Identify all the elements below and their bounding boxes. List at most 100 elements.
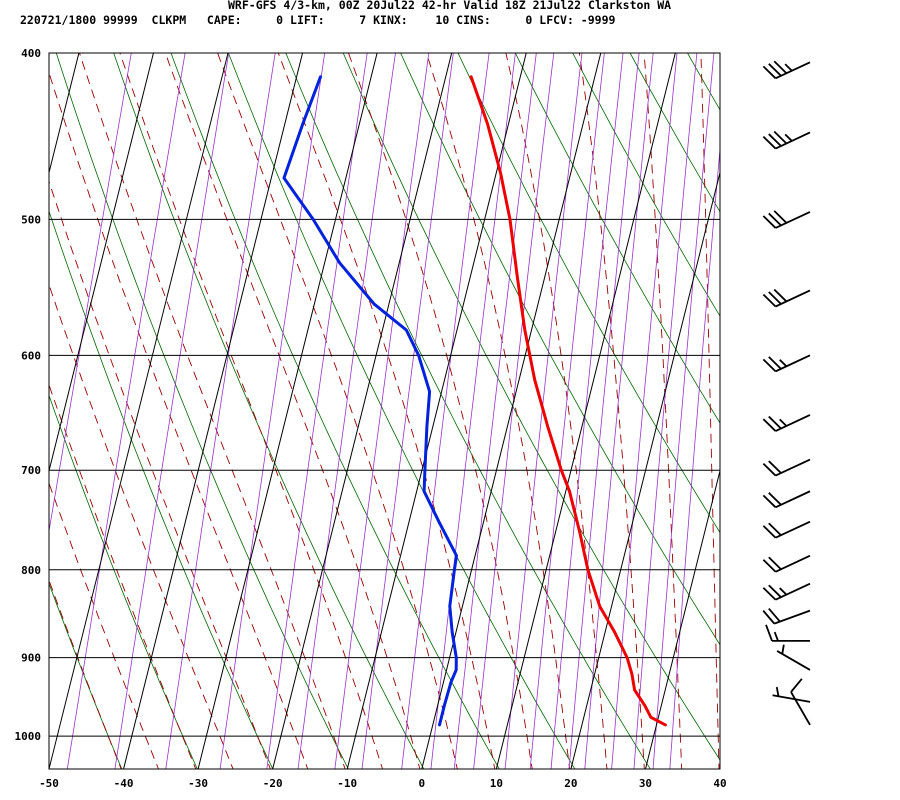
y-tick-label: 700 [21, 464, 41, 477]
mixing-ratio-line [361, 53, 454, 769]
dry-adiabat-line [113, 53, 425, 769]
wind-barb [762, 354, 811, 373]
y-tick-label: 600 [21, 349, 41, 362]
moist-adiabat-line [426, 53, 571, 769]
x-tick-label: 30 [639, 777, 652, 790]
dry-adiabat-line [572, 53, 720, 317]
isotherms [0, 53, 900, 769]
wind-barb [772, 686, 811, 703]
moist-adiabat-line [578, 53, 645, 769]
mixing-ratio-line [652, 53, 715, 769]
mixing-ratio-line [266, 53, 368, 769]
isotherm-line [49, 53, 154, 473]
dry-adiabat-line [49, 394, 198, 769]
dry-adiabat-line [629, 53, 720, 213]
station-info-line: 220721/1800 99999 CLKPM CAPE: 0 LIFT: 7 … [20, 13, 616, 27]
dry-adiabat-line [687, 53, 720, 111]
dry-adiabats [0, 53, 900, 773]
y-tick-label: 1000 [15, 730, 42, 743]
mixing-ratio-line [334, 53, 430, 769]
isotherm-line [495, 53, 676, 769]
x-tick-label: 0 [418, 777, 425, 790]
x-tick-label: 10 [490, 777, 503, 790]
dry-adiabat-line [285, 53, 651, 769]
wind-barb [762, 554, 811, 573]
isotherm-line [272, 53, 453, 769]
isotherm-line [719, 766, 720, 769]
wind-barb [762, 520, 811, 539]
wind-barb [765, 624, 810, 642]
moist-adiabats [49, 53, 720, 769]
x-tick-label: -50 [39, 777, 59, 790]
dry-adiabat-line [802, 53, 900, 773]
isotherm-line [421, 53, 602, 769]
x-tick-label: 20 [564, 777, 577, 790]
mixing-ratio-line [401, 53, 490, 769]
isotherm-line [49, 53, 229, 769]
isotherm-line [197, 53, 378, 769]
isotherm-line [795, 53, 900, 769]
mixing-ratio-line [49, 53, 132, 534]
dry-adiabat-line [49, 209, 274, 769]
y-tick-label: 900 [21, 652, 41, 665]
mixing-ratio-line [219, 53, 326, 769]
dry-adiabat-line [0, 53, 48, 773]
mixing-ratio-line [297, 53, 396, 769]
y-tick-label: 400 [21, 47, 41, 60]
mixing-ratio-line [114, 53, 230, 769]
isotherm-line [346, 53, 527, 769]
moist-adiabat-line [164, 53, 421, 769]
mixing-ratio-line [430, 53, 516, 769]
chart-title: WRF-GFS 4/3-km, 00Z 20Jul22 42-hr Valid … [228, 0, 672, 12]
wind-barb [762, 60, 811, 80]
sounding-series-0-line [469, 75, 667, 727]
moist-adiabat-line [277, 53, 496, 769]
moist-adiabat-line [505, 53, 608, 769]
moist-adiabat-line [119, 53, 383, 769]
mixing-ratio-line [568, 53, 640, 769]
dry-adiabat-line [342, 53, 720, 761]
moist-adiabat-line [49, 71, 309, 769]
isotherm-line [570, 170, 720, 769]
x-tick-label: -30 [188, 777, 208, 790]
wind-barb [762, 582, 811, 601]
wind-barb [762, 288, 811, 308]
moist-adiabat-line [79, 53, 346, 769]
y-tick-label: 500 [21, 213, 41, 226]
mixing-ratio-line [165, 53, 276, 769]
wind-barb [762, 458, 811, 477]
mixing-ratio-line [66, 53, 186, 769]
dry-adiabat-line [170, 53, 500, 769]
dry-adiabat-line [457, 53, 720, 534]
wind-barb [776, 644, 811, 671]
y-axis-ticks: 400 500 600 700 800 900 1000 [15, 47, 42, 743]
plot-frame [48, 52, 721, 770]
wind-barb [762, 490, 811, 509]
wind-barbs [762, 60, 811, 726]
dry-adiabat-line [49, 582, 123, 769]
mixing-ratio-line [611, 53, 678, 769]
wind-barb [762, 607, 811, 625]
wind-barb [762, 210, 811, 229]
wind-barb [762, 414, 811, 432]
mixing-ratio-line [584, 53, 654, 769]
moist-adiabat-line [49, 579, 122, 769]
moist-adiabat-line [643, 53, 683, 769]
isotherm-line [123, 53, 304, 769]
x-tick-label: -40 [114, 777, 134, 790]
mixing-ratio-line [504, 53, 583, 769]
sounding-series [282, 75, 667, 727]
wind-barb [762, 130, 811, 150]
moist-adiabat-line [217, 53, 458, 769]
isotherm-line [644, 468, 720, 769]
mixing-ratio-lines [49, 53, 720, 769]
isotherm-line [0, 53, 4, 769]
sounding-series-1-line [282, 75, 458, 727]
moist-adiabat-line [700, 53, 720, 769]
mixing-ratio-line [633, 53, 698, 769]
dry-adiabat-line [55, 53, 349, 769]
moist-adiabat-line [348, 53, 533, 769]
mixing-ratio-line [669, 145, 720, 769]
dry-adiabat-line [400, 53, 720, 646]
